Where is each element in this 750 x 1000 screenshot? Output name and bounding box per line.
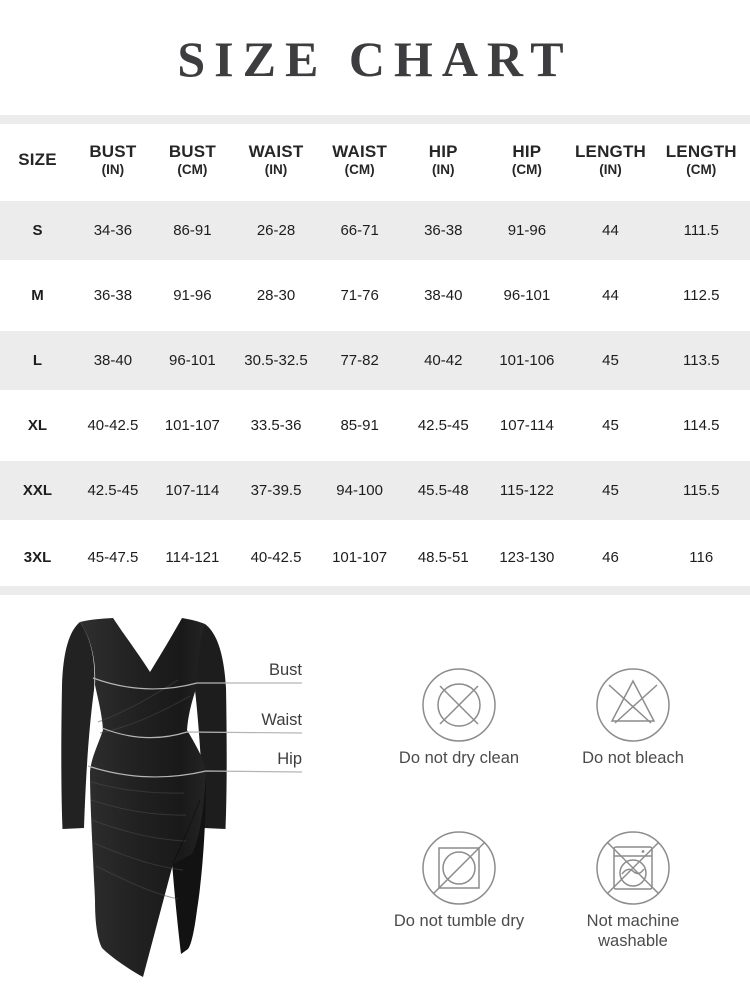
dress-illustration [40, 600, 310, 1000]
separator-top [0, 115, 750, 124]
size-label: XXL [0, 455, 75, 526]
bust-label: Bust [268, 661, 302, 679]
column-header-size: SIZE [18, 149, 57, 169]
column-header-bust-in: BUST (IN) [89, 141, 137, 177]
size-label: L [0, 325, 75, 396]
cell: 45 [568, 455, 653, 526]
cell: 28-30 [256, 287, 296, 305]
column-header-length-cm: LENGTH (CM) [665, 141, 737, 177]
table-row-s: S 34-36 86-91 26-28 66-71 36-38 91-96 44… [0, 195, 750, 266]
care-item-bleach: Do not bleach [540, 665, 726, 768]
table-row-xl: XL 40-42.5 101-107 33.5-36 85-91 42.5-45… [0, 393, 750, 458]
page-title: SIZE CHART [177, 31, 573, 87]
cell: 45.5-48 [401, 455, 486, 526]
cell: 115.5 [652, 455, 750, 526]
cell: 111.5 [652, 195, 750, 266]
cell: 101-106 [485, 325, 569, 396]
do-not-tumble-dry-icon [422, 831, 496, 905]
table-row-xxl: XXL 42.5-45 107-114 37-39.5 94-100 45.5-… [0, 455, 750, 526]
cell: 38-40 [75, 325, 151, 396]
cell: 48.5-51 [417, 548, 469, 566]
cell: 46 [602, 548, 619, 566]
cell: 114-121 [165, 548, 220, 566]
cell: 123-130 [499, 548, 555, 566]
column-header-waist-in: WAIST (IN) [248, 141, 304, 177]
cell: 66-71 [318, 195, 402, 266]
size-label: 3XL [23, 548, 52, 566]
column-header-hip-cm: HIP (CM) [511, 141, 542, 177]
size-label: S [0, 195, 75, 266]
column-header-bust-cm: BUST (CM) [168, 141, 216, 177]
cell: 45-47.5 [87, 548, 139, 566]
cell: 116 [689, 548, 714, 566]
cell: 77-82 [318, 325, 402, 396]
cell: 37-39.5 [234, 455, 318, 526]
care-label: Not machine washable [586, 912, 680, 950]
care-item-machine-wash: Not machine washable [540, 828, 726, 951]
care-label: Do not tumble dry [393, 912, 525, 930]
cell: 112.5 [683, 287, 720, 305]
waist-label: Waist [261, 711, 302, 729]
table-row-m: M 36-38 91-96 28-30 71-76 38-40 96-101 4… [0, 263, 750, 328]
cell: 40-42.5 [87, 417, 139, 435]
cell: 45 [568, 325, 653, 396]
cell: 113.5 [652, 325, 750, 396]
hip-label: Hip [277, 750, 302, 768]
table-row-3xl: 3XL 45-47.5 114-121 40-42.5 101-107 48.5… [0, 523, 750, 588]
table-row-l: L 38-40 96-101 30.5-32.5 77-82 40-42 101… [0, 325, 750, 396]
column-header-hip-in: HIP (IN) [428, 141, 458, 177]
column-header-length-in: LENGTH (IN) [574, 141, 647, 177]
cell: 42.5-45 [417, 417, 469, 435]
cell: 40-42.5 [250, 548, 302, 566]
table-header-row: SIZE BUST (IN) BUST (CM) WAIST (IN) WAIST (C… [0, 124, 750, 198]
cell: 44 [568, 195, 653, 266]
dress-icon [61, 618, 303, 977]
separator-bottom [0, 586, 750, 595]
cell: 91-96 [485, 195, 569, 266]
cell: 36-38 [401, 195, 486, 266]
cell: 33.5-36 [250, 417, 302, 435]
cell: 86-91 [150, 195, 234, 266]
care-item-tumble-dry: Do not tumble dry [366, 828, 552, 931]
cell: 34-36 [75, 195, 151, 266]
not-machine-washable-icon [596, 831, 670, 905]
measure-lines [87, 677, 303, 778]
cell: 96-101 [150, 325, 234, 396]
cell: 38-40 [424, 287, 463, 305]
care-label: Do not dry clean [398, 749, 520, 767]
size-label: M [31, 287, 44, 305]
cell: 101-107 [332, 548, 388, 566]
cell: 26-28 [234, 195, 318, 266]
column-header-waist-cm: WAIST (CM) [332, 141, 388, 177]
cell: 45 [602, 417, 619, 435]
cell: 40-42 [401, 325, 486, 396]
cell: 107-114 [150, 455, 234, 526]
care-item-dry-clean: Do not dry clean [366, 665, 552, 768]
cell: 107-114 [499, 417, 554, 435]
care-label: Do not bleach [582, 749, 684, 767]
size-label: XL [27, 417, 48, 435]
cell: 42.5-45 [75, 455, 151, 526]
cell: 94-100 [318, 455, 402, 526]
cell: 30.5-32.5 [234, 325, 318, 396]
cell: 101-107 [164, 417, 220, 435]
do-not-dry-clean-icon [422, 668, 496, 742]
cell: 85-91 [340, 417, 379, 435]
cell: 115-122 [485, 455, 569, 526]
cell: 96-101 [503, 287, 551, 305]
cell: 91-96 [173, 287, 212, 305]
cell: 36-38 [93, 287, 133, 305]
cell: 71-76 [340, 287, 379, 305]
size-chart-table: SIZE BUST (IN) BUST (CM) WAIST (IN) WAIST (C… [0, 124, 750, 588]
cell: 44 [602, 287, 619, 305]
do-not-bleach-icon [596, 668, 670, 742]
cell: 114.5 [683, 417, 720, 435]
